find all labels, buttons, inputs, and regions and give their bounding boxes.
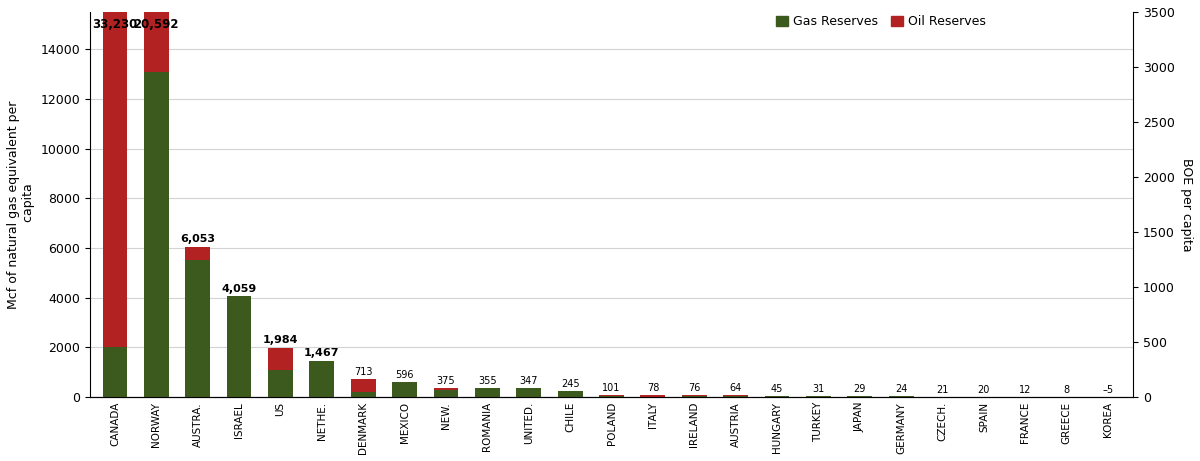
Bar xyxy=(847,396,872,397)
Bar xyxy=(144,0,169,71)
Text: 29: 29 xyxy=(853,384,866,394)
Bar xyxy=(102,348,127,397)
Legend: Gas Reserves, Oil Reserves: Gas Reserves, Oil Reserves xyxy=(770,11,991,34)
Bar xyxy=(764,396,790,397)
Bar xyxy=(433,390,458,397)
Text: 33,230: 33,230 xyxy=(92,18,138,31)
Bar xyxy=(516,389,541,397)
Bar xyxy=(558,391,582,397)
Y-axis label: BOE per capita: BOE per capita xyxy=(1180,158,1193,251)
Text: 596: 596 xyxy=(395,370,414,380)
Text: 45: 45 xyxy=(770,384,784,394)
Text: 76: 76 xyxy=(688,383,701,393)
Bar xyxy=(268,370,293,397)
Text: 1,984: 1,984 xyxy=(263,335,299,345)
Bar xyxy=(475,388,499,397)
Text: 78: 78 xyxy=(647,383,659,393)
Text: 355: 355 xyxy=(478,376,497,386)
Bar xyxy=(350,392,376,397)
Bar xyxy=(433,388,458,390)
Y-axis label: Mcf of natural gas equivalent per
 capita: Mcf of natural gas equivalent per capita xyxy=(7,100,35,309)
Bar xyxy=(599,396,624,397)
Text: 375: 375 xyxy=(437,376,455,386)
Bar xyxy=(682,395,707,396)
Text: 20: 20 xyxy=(978,384,990,395)
Text: 1,467: 1,467 xyxy=(304,348,340,358)
Text: –5: –5 xyxy=(1103,385,1114,395)
Bar xyxy=(806,396,830,397)
Text: 245: 245 xyxy=(560,379,580,389)
Text: 713: 713 xyxy=(354,367,372,378)
Bar xyxy=(268,348,293,370)
Bar xyxy=(682,396,707,397)
Text: 31: 31 xyxy=(812,384,824,394)
Text: 20,592: 20,592 xyxy=(133,18,179,31)
Text: 12: 12 xyxy=(1019,385,1032,395)
Bar xyxy=(144,71,169,397)
Text: 101: 101 xyxy=(602,383,620,393)
Text: 64: 64 xyxy=(730,384,742,394)
Bar xyxy=(227,296,252,397)
Bar xyxy=(185,247,210,260)
Text: 347: 347 xyxy=(520,377,538,386)
Text: 8: 8 xyxy=(1063,385,1069,395)
Bar xyxy=(310,361,335,397)
Text: 6,053: 6,053 xyxy=(180,234,215,244)
Bar xyxy=(641,395,665,397)
Bar xyxy=(102,0,127,348)
Text: 21: 21 xyxy=(936,384,949,395)
Bar xyxy=(889,396,913,397)
Bar xyxy=(185,260,210,397)
Text: 24: 24 xyxy=(895,384,907,395)
Bar xyxy=(350,379,376,392)
Bar xyxy=(930,396,955,397)
Bar xyxy=(724,396,748,397)
Text: 4,059: 4,059 xyxy=(222,284,257,294)
Bar xyxy=(392,382,418,397)
Bar xyxy=(599,395,624,396)
